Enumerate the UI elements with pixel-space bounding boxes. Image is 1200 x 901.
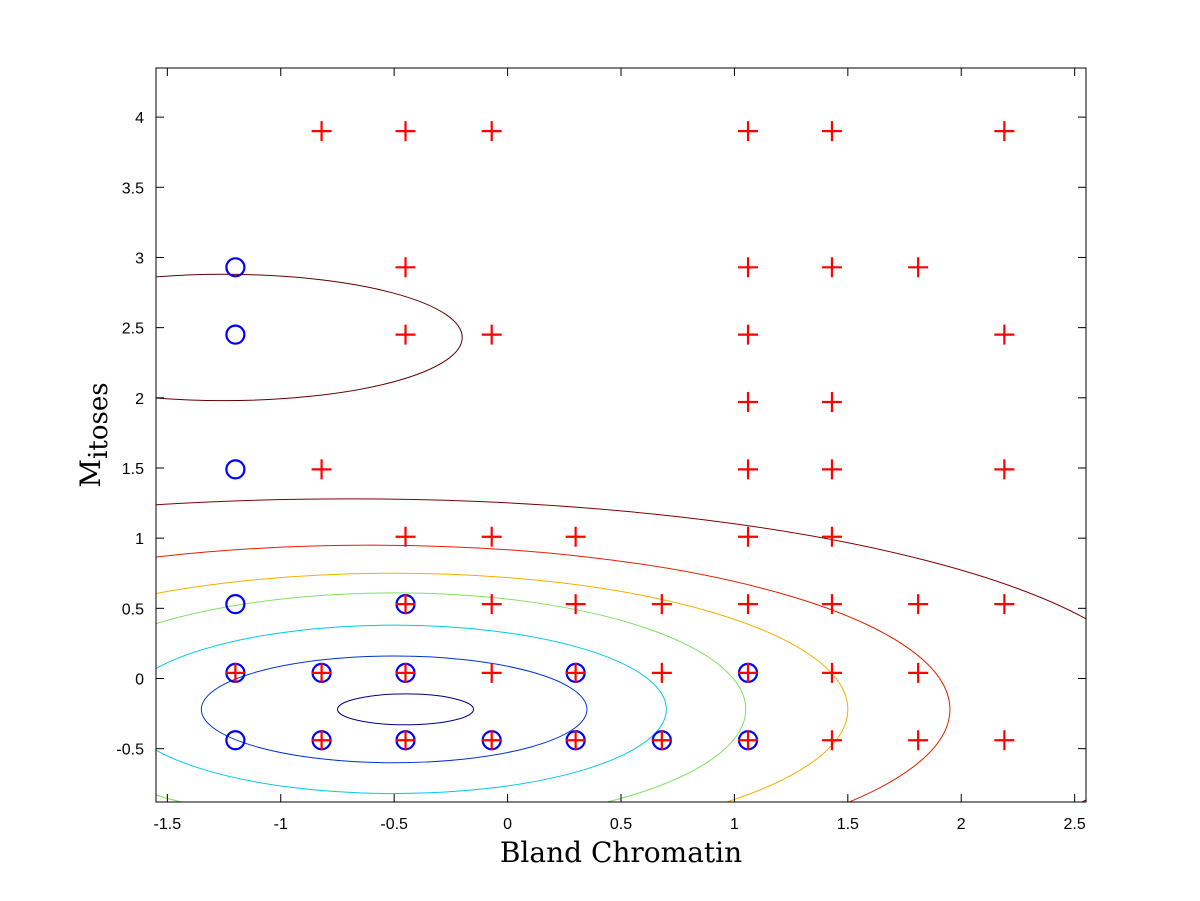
plus-marker-22 (565, 526, 586, 547)
plus-marker-21 (481, 526, 502, 547)
y-tick-label: 1.5 (122, 461, 144, 478)
contour-line-2 (156, 624, 667, 795)
contour-layer (156, 273, 1086, 802)
y-tick-label: 0.5 (122, 601, 144, 618)
plus-marker-37 (565, 662, 586, 683)
x-tick-label: -1.5 (154, 816, 182, 833)
plus-marker-0 (311, 121, 332, 142)
plus-marker-34 (311, 662, 332, 683)
y-tick-label: 4 (135, 110, 144, 127)
contour-line-4 (156, 572, 849, 802)
x-tick-label: -0.5 (380, 816, 408, 833)
plus-marker-9 (908, 257, 929, 278)
marker-layer (225, 121, 1015, 751)
y-tick-label: 2.5 (122, 321, 144, 338)
contour-line-3 (156, 592, 747, 802)
plus-marker-27 (565, 594, 586, 615)
plus-marker-23 (738, 526, 759, 547)
plus-marker-17 (738, 459, 759, 480)
circle-marker-5 (225, 730, 246, 751)
plus-marker-14 (738, 392, 759, 413)
plus-marker-30 (821, 594, 842, 615)
contour-line-5 (156, 544, 951, 802)
y-tick-label: -0.5 (116, 742, 144, 759)
plus-marker-3 (738, 121, 759, 142)
circle-marker-3 (225, 594, 246, 615)
plus-marker-5 (994, 121, 1015, 142)
x-tick-label: 0.5 (610, 816, 632, 833)
circle-marker-0 (225, 257, 246, 278)
contour-line-7 (156, 273, 463, 402)
plus-marker-26 (481, 594, 502, 615)
x-axis-label: Bland Chromatin (500, 836, 742, 869)
plus-marker-45 (565, 730, 586, 751)
plus-marker-28 (651, 594, 672, 615)
plus-marker-25 (395, 594, 416, 615)
plus-marker-7 (738, 257, 759, 278)
x-tick-label: 2.5 (1064, 816, 1086, 833)
plus-marker-46 (651, 730, 672, 751)
plus-marker-50 (994, 730, 1015, 751)
circle-marker-2 (225, 459, 246, 480)
plus-marker-4 (821, 121, 842, 142)
plus-marker-29 (738, 594, 759, 615)
plus-marker-1 (395, 121, 416, 142)
y-axis-label-main: M (74, 459, 107, 488)
plus-marker-48 (821, 730, 842, 751)
plus-marker-33 (225, 662, 246, 683)
circle-marker-1 (225, 324, 246, 345)
plus-marker-18 (821, 459, 842, 480)
plus-marker-38 (651, 662, 672, 683)
plus-marker-36 (481, 662, 502, 683)
contour-line-1 (200, 655, 588, 764)
plus-marker-41 (908, 662, 929, 683)
y-tick-label: 2 (135, 391, 144, 408)
plus-marker-16 (311, 459, 332, 480)
plus-marker-32 (994, 594, 1015, 615)
plus-marker-47 (738, 730, 759, 751)
svg-text:Mitoses: Mitoses (74, 382, 114, 487)
tick-layer: -1.5 -1 -0.5 0 0.5 1 1.5 2 2.5 -0.5 0 0.5 1 1.5 2 2.5 3 3… (116, 68, 1086, 833)
plus-marker-40 (821, 662, 842, 683)
plus-marker-44 (481, 730, 502, 751)
plus-marker-13 (994, 324, 1015, 345)
x-tick-label: -1 (274, 816, 288, 833)
plus-marker-35 (395, 662, 416, 683)
plus-marker-31 (908, 594, 929, 615)
y-tick-label: 0 (135, 671, 144, 688)
plus-marker-42 (311, 730, 332, 751)
y-tick-label: 3.5 (122, 180, 144, 197)
plus-marker-15 (821, 392, 842, 413)
plus-marker-2 (481, 121, 502, 142)
plus-marker-12 (738, 324, 759, 345)
plot-area (156, 68, 1086, 802)
plus-marker-11 (481, 324, 502, 345)
x-tick-label: 0 (503, 816, 512, 833)
plus-marker-20 (395, 526, 416, 547)
x-tick-label: 1 (730, 816, 739, 833)
plus-marker-24 (821, 526, 842, 547)
y-axis-label-sub: itoses (84, 382, 114, 459)
plus-marker-49 (908, 730, 929, 751)
y-axis-label: Mitoses (74, 382, 114, 487)
plus-marker-19 (994, 459, 1015, 480)
plus-marker-8 (821, 257, 842, 278)
contour-line-0 (336, 693, 475, 726)
x-tick-label: 1.5 (837, 816, 859, 833)
plus-marker-6 (395, 257, 416, 278)
plus-marker-10 (395, 324, 416, 345)
plus-marker-39 (738, 662, 759, 683)
contour-line-6 (156, 498, 1086, 802)
y-tick-label: 3 (135, 250, 144, 267)
plus-marker-43 (395, 730, 416, 751)
x-tick-label: 2 (957, 816, 966, 833)
y-tick-label: 1 (135, 531, 144, 548)
